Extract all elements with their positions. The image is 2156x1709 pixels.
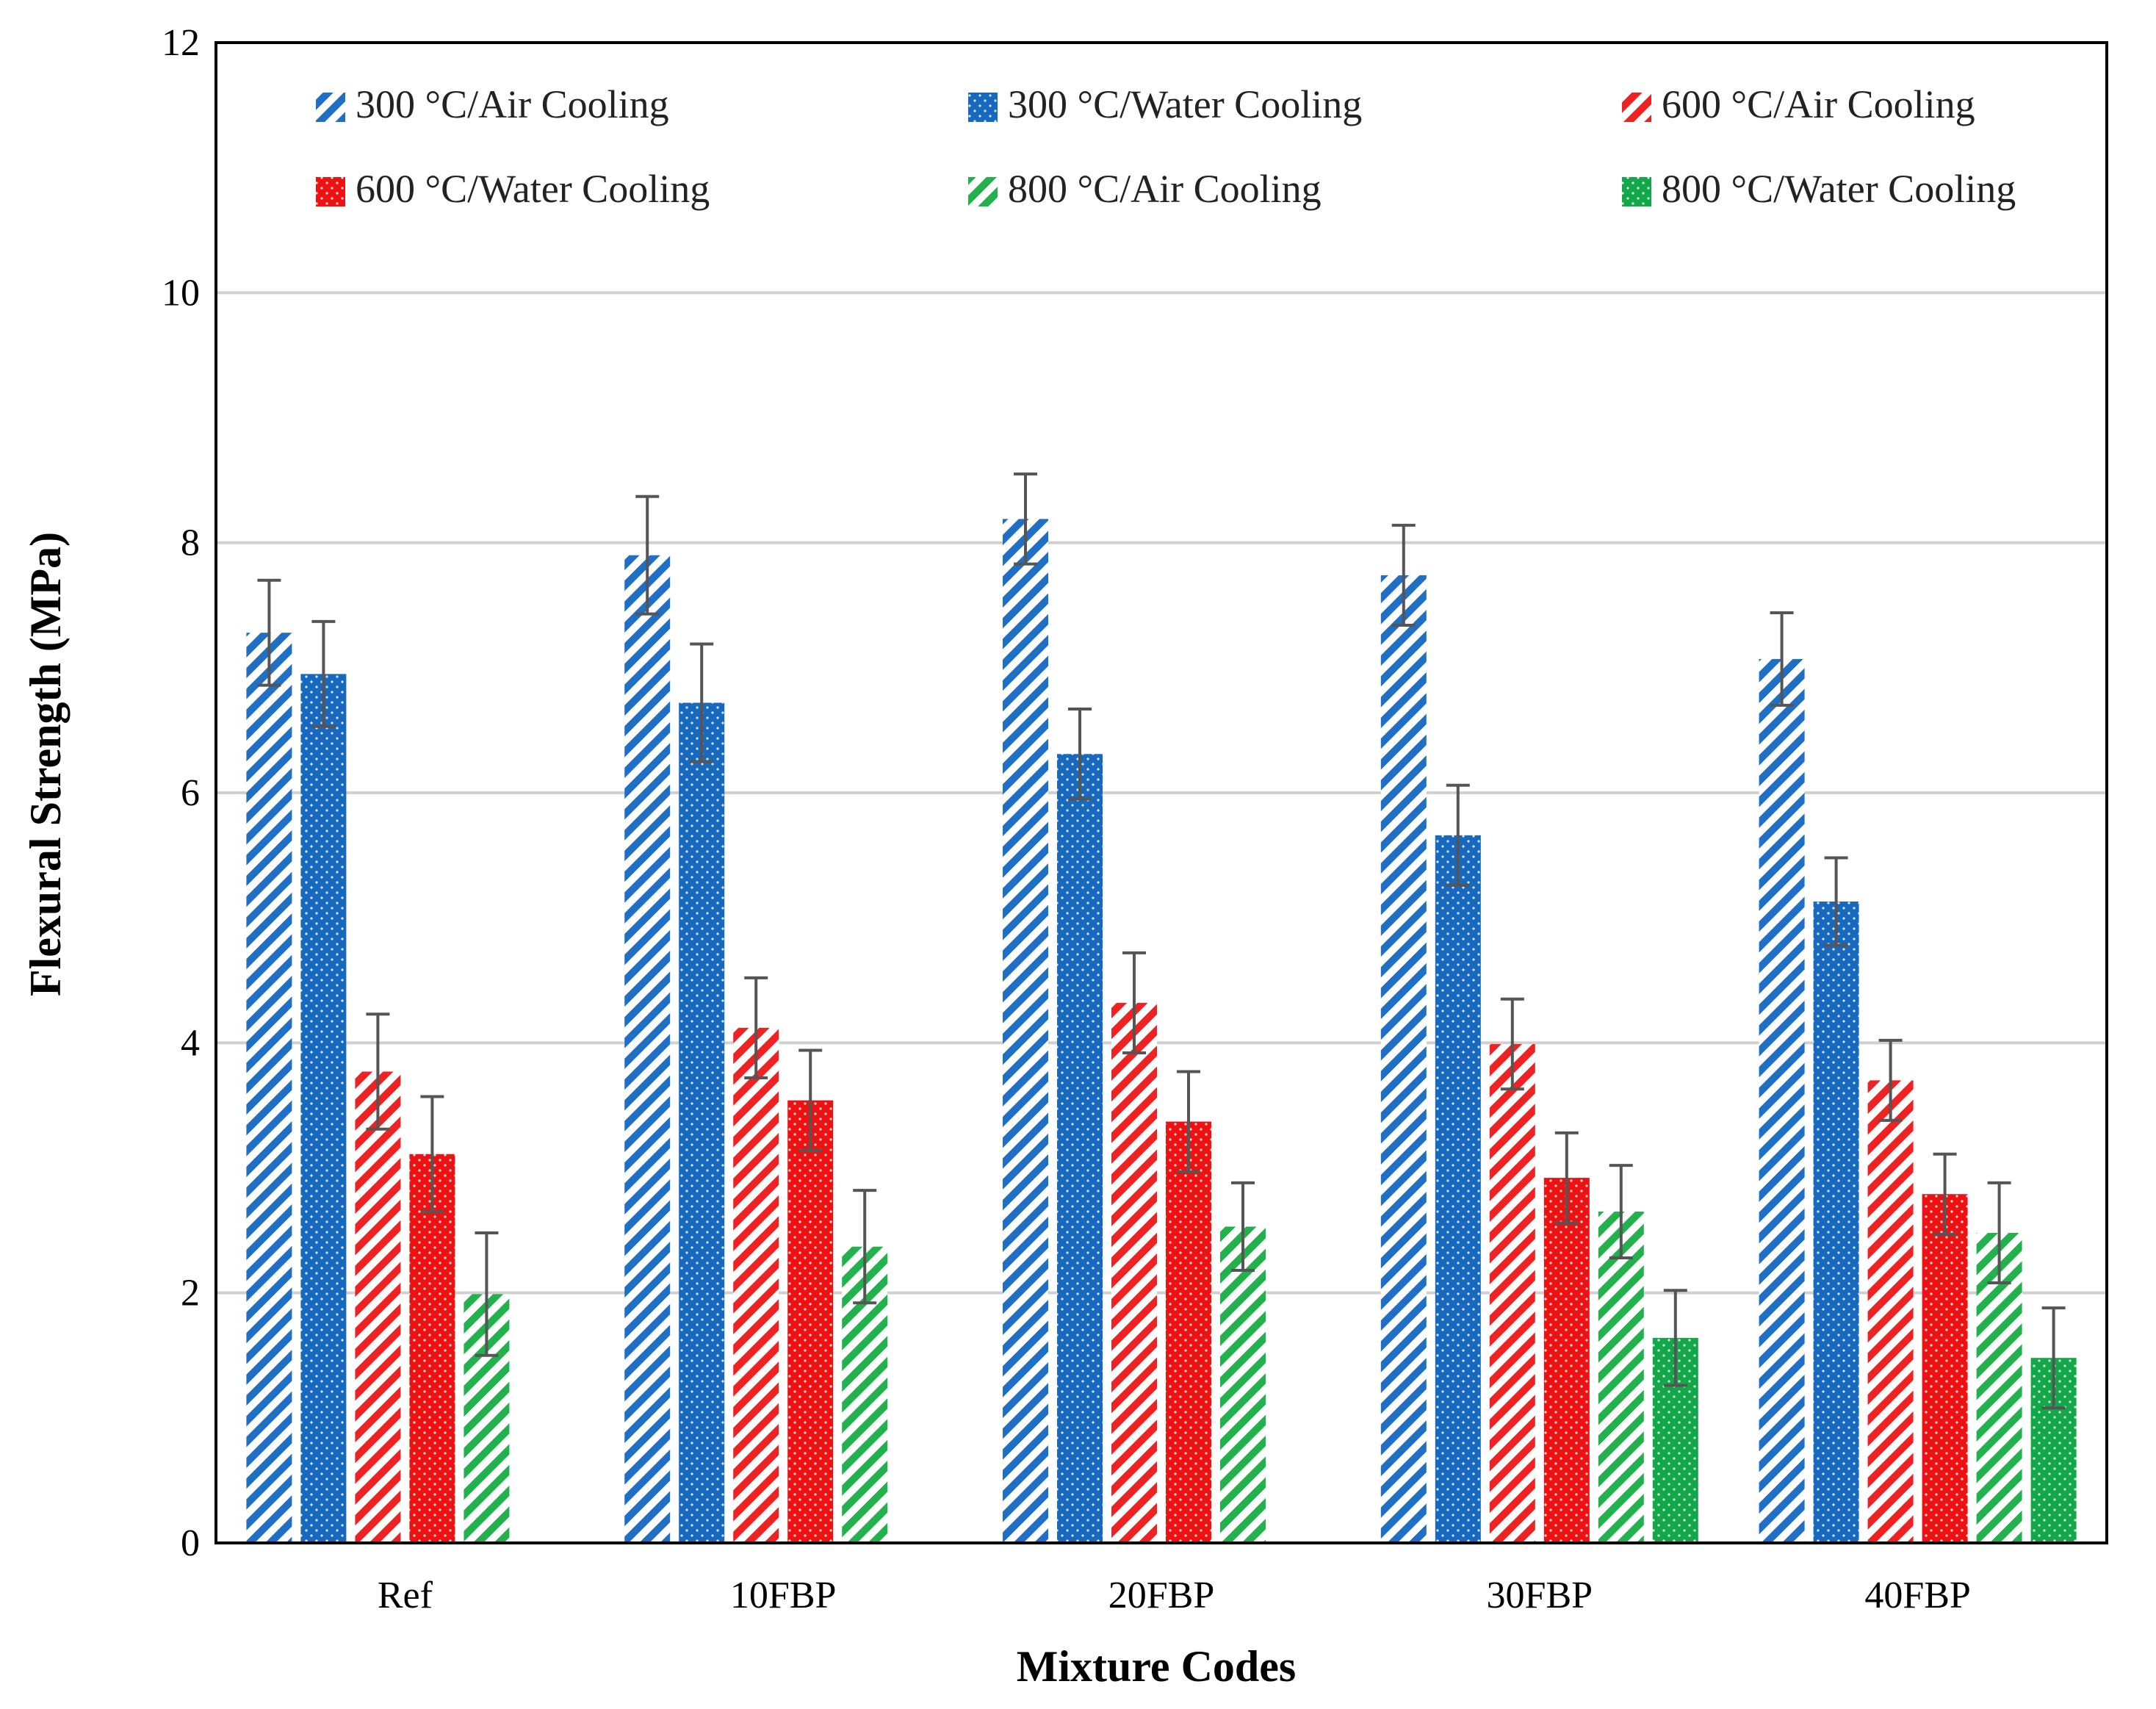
legend-label: 600 °C/Air Cooling [1662, 82, 1975, 126]
y-tick-label: 4 [181, 1022, 200, 1064]
bar [1543, 1178, 1590, 1543]
error-bar [1500, 997, 1524, 1091]
legend-item: 600 °C/Air Cooling [1622, 82, 1975, 126]
error-bar [1933, 1152, 1957, 1236]
legend-label: 800 °C/Air Cooling [1008, 167, 1322, 211]
legend-swatch [316, 177, 345, 206]
legend-item: 600 °C/Water Cooling [316, 167, 710, 211]
bar [1489, 1044, 1535, 1543]
error-bar [1391, 523, 1416, 627]
error-bar [744, 976, 768, 1079]
error-bar [311, 619, 336, 728]
y-axis-title: Flexural Strength (MPa) [21, 532, 70, 996]
error-bar [1014, 472, 1037, 566]
error-bar [1068, 707, 1092, 801]
bar [1598, 1212, 1644, 1543]
bar [1759, 658, 1805, 1544]
error-bar [257, 578, 281, 687]
bar [1435, 835, 1481, 1543]
legend-label: 600 °C/Water Cooling [356, 167, 710, 211]
error-bar [1663, 1289, 1687, 1387]
error-bar [1878, 1038, 1903, 1122]
y-tick-label: 0 [181, 1522, 200, 1564]
error-bar [420, 1095, 444, 1214]
legend-item: 800 °C/Water Cooling [1622, 167, 2016, 211]
legend-swatch [1622, 177, 1651, 206]
bar [355, 1071, 401, 1543]
legend-item: 300 °C/Water Cooling [968, 82, 1362, 126]
error-bar [1446, 783, 1470, 887]
bar [1111, 1002, 1157, 1543]
error-bars [257, 472, 2066, 1410]
bar [1976, 1232, 2022, 1543]
error-bar [1824, 856, 1848, 947]
bar [300, 674, 347, 1543]
error-bar [798, 1048, 823, 1152]
bar [1220, 1226, 1266, 1543]
legend-label: 300 °C/Air Cooling [356, 82, 669, 126]
bar [1003, 519, 1048, 1544]
error-bar [475, 1231, 499, 1357]
y-tick-label: 10 [162, 272, 200, 314]
error-bar [690, 642, 714, 763]
bar [1380, 575, 1427, 1544]
plot-frame [214, 41, 2108, 1544]
bar [1922, 1194, 1968, 1543]
error-bar [1177, 1070, 1200, 1173]
bar [246, 633, 292, 1543]
bar [787, 1100, 834, 1543]
error-bar [366, 1012, 390, 1131]
legend: 300 °C/Air Cooling 300 °C/Water Cooling 60… [316, 82, 2016, 211]
y-axis-ticks: 0 2 4 6 8 10 12 [162, 22, 200, 1564]
y-tick-label: 8 [181, 522, 200, 564]
error-bar [853, 1189, 877, 1305]
error-bar [1122, 951, 1146, 1054]
legend-swatch [316, 93, 345, 122]
legend-swatch [1622, 93, 1651, 122]
legend-label: 800 °C/Water Cooling [1662, 167, 2016, 211]
legend-item: 300 °C/Air Cooling [316, 82, 669, 126]
bar [679, 702, 725, 1543]
error-bar [1231, 1181, 1255, 1273]
x-tick-label: 20FBP [1108, 1575, 1215, 1616]
bar [733, 1027, 779, 1543]
x-tick-label: Ref [378, 1575, 433, 1616]
legend-label: 300 °C/Water Cooling [1008, 82, 1362, 126]
error-bar [2041, 1306, 2066, 1410]
error-bar [635, 494, 660, 616]
bar [1057, 754, 1103, 1543]
error-bar [1987, 1181, 2011, 1285]
bar [1867, 1080, 1914, 1543]
legend-swatch [968, 177, 998, 206]
x-tick-label: 30FBP [1487, 1575, 1593, 1616]
error-bar [1770, 611, 1794, 707]
bar [1166, 1121, 1211, 1543]
error-bar [1554, 1131, 1579, 1225]
error-bar [1609, 1164, 1633, 1260]
x-axis-ticks: Ref 10FBP 20FBP 30FBP 40FBP [378, 1575, 1971, 1616]
legend-item: 800 °C/Air Cooling [968, 167, 1322, 211]
bar [1813, 902, 1859, 1543]
bars [246, 519, 2077, 1544]
x-tick-label: 40FBP [1864, 1575, 1971, 1616]
bar [409, 1154, 455, 1543]
y-tick-label: 6 [181, 772, 200, 814]
y-tick-label: 2 [181, 1273, 200, 1314]
legend-swatch [968, 93, 998, 122]
y-tick-label: 12 [162, 22, 200, 64]
bar [624, 555, 671, 1543]
x-tick-label: 10FBP [730, 1575, 837, 1616]
x-axis-title: Mixture Codes [1017, 1642, 1297, 1691]
